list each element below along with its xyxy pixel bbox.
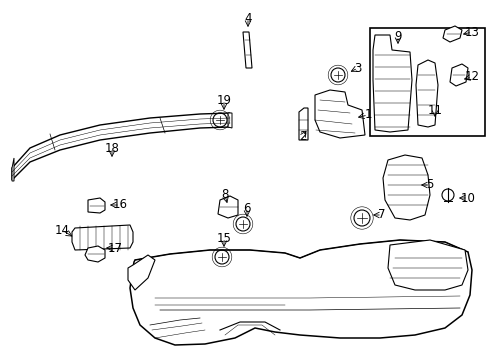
Text: 14: 14 — [54, 224, 69, 237]
Text: 18: 18 — [104, 141, 119, 154]
Polygon shape — [12, 113, 229, 180]
Text: 1: 1 — [364, 108, 371, 122]
Text: 11: 11 — [427, 104, 442, 117]
Polygon shape — [449, 64, 467, 86]
Text: 15: 15 — [216, 231, 231, 244]
Text: 7: 7 — [378, 208, 385, 221]
Text: 4: 4 — [244, 12, 251, 24]
Text: 10: 10 — [460, 192, 474, 204]
Text: 19: 19 — [216, 94, 231, 107]
Text: 16: 16 — [112, 198, 127, 211]
Text: 3: 3 — [354, 62, 361, 75]
Text: 12: 12 — [464, 71, 479, 84]
Bar — [369, 28, 484, 136]
Text: 9: 9 — [393, 30, 401, 42]
Polygon shape — [85, 246, 105, 262]
Circle shape — [441, 189, 453, 201]
Text: 5: 5 — [426, 179, 433, 192]
Text: 17: 17 — [107, 242, 122, 255]
Polygon shape — [387, 240, 467, 290]
Text: 13: 13 — [464, 26, 478, 39]
Polygon shape — [128, 255, 155, 290]
Polygon shape — [72, 225, 133, 250]
Polygon shape — [243, 32, 251, 68]
Polygon shape — [88, 198, 105, 213]
Polygon shape — [382, 155, 429, 220]
Polygon shape — [130, 240, 471, 345]
Text: 6: 6 — [243, 202, 250, 215]
Polygon shape — [218, 196, 238, 218]
Text: 8: 8 — [221, 189, 228, 202]
Polygon shape — [227, 113, 231, 128]
Polygon shape — [298, 108, 307, 140]
Polygon shape — [372, 35, 411, 132]
Polygon shape — [442, 26, 461, 42]
Polygon shape — [415, 60, 437, 127]
Polygon shape — [314, 90, 364, 138]
Polygon shape — [12, 158, 14, 181]
Text: 2: 2 — [299, 130, 306, 143]
